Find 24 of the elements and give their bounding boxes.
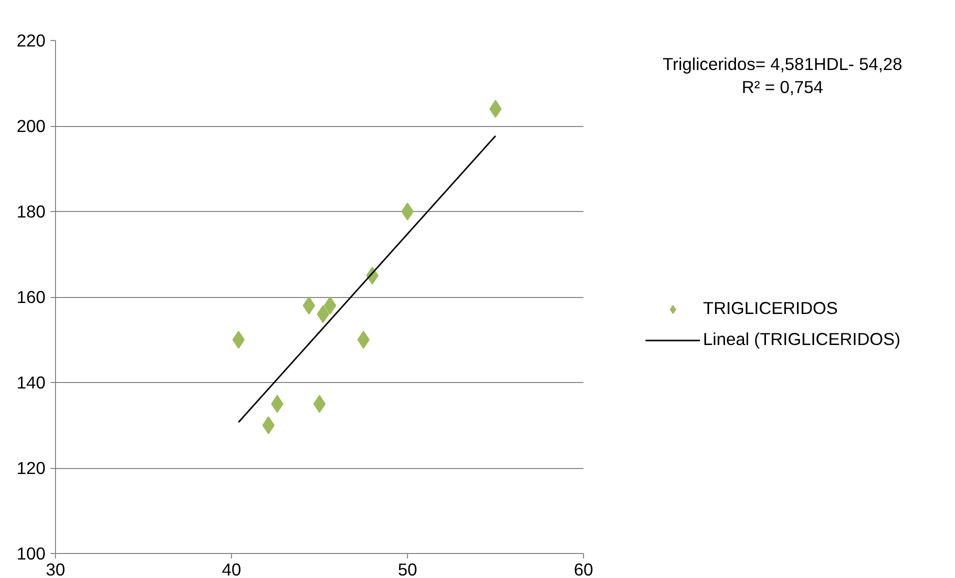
y-tick-label: 160 (16, 287, 46, 307)
point (313, 394, 326, 413)
text: Trigliceridos= 4,581HDL- 54,28 (662, 54, 902, 74)
y-tick-label: 120 (16, 458, 46, 478)
point (262, 416, 275, 434)
point (302, 296, 316, 315)
point (316, 305, 330, 324)
point (489, 100, 502, 118)
x-tick-label: 30 (46, 560, 66, 578)
legend-label: Lineal (TRIGLICERIDOS) (703, 329, 900, 350)
x-tick-label: 40 (222, 560, 242, 578)
x-tick-label: 60 (574, 560, 594, 578)
y-tick-label: 100 (16, 544, 46, 564)
y-tick-label: 180 (16, 202, 46, 222)
point (357, 330, 370, 349)
y-tick-label: 220 (16, 30, 46, 50)
point (324, 296, 336, 315)
point (401, 202, 414, 220)
y-tick-label: 200 (16, 116, 46, 136)
x-tick-label: 50 (398, 560, 418, 578)
legend-label: TRIGLICERIDOS (703, 298, 838, 319)
text: R² = 0,754 (742, 77, 824, 98)
point (232, 330, 245, 349)
y-tick-label: 140 (16, 372, 46, 392)
